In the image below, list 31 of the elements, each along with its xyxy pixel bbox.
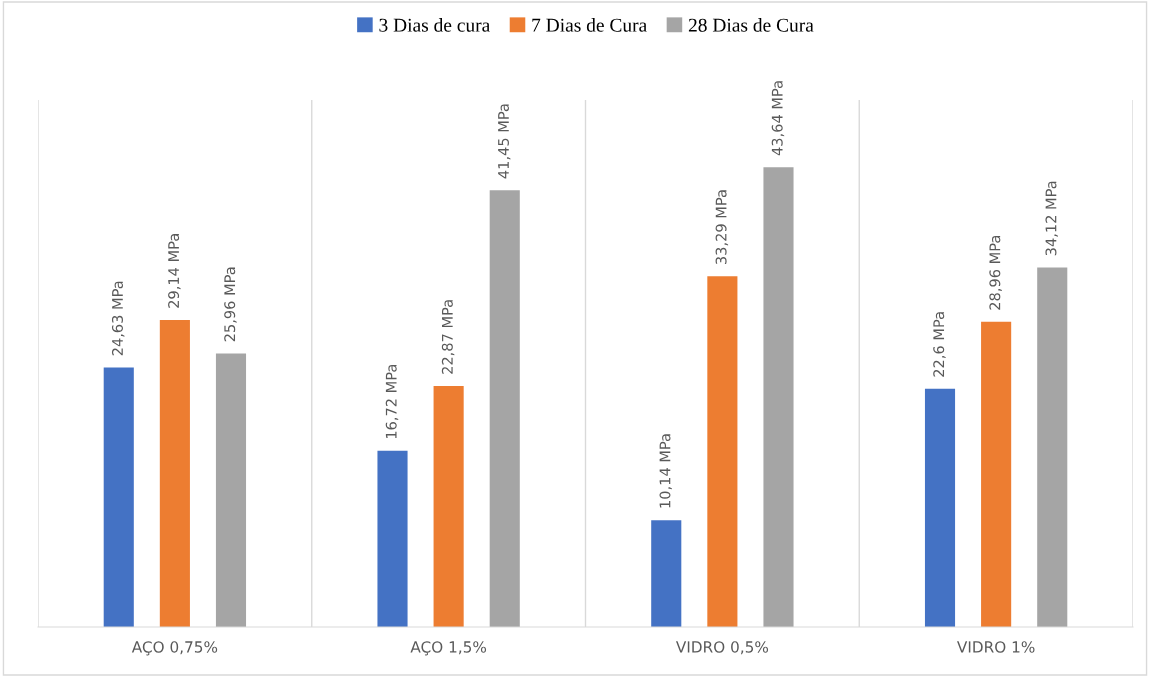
x-tick-label: VIDRO 0,5% [675, 641, 769, 655]
bar [707, 276, 738, 627]
data-label: 10,14 MPa [659, 434, 672, 508]
data-label: 16,72 MPa [385, 364, 399, 439]
bar [489, 190, 520, 627]
data-label: 33,29 MPa [715, 190, 729, 264]
bar [377, 450, 408, 627]
legend-label: 7 Dias de Cura [532, 18, 647, 32]
bar [1037, 267, 1068, 627]
data-label: 25,96 MPa [224, 267, 237, 342]
bar [763, 167, 794, 627]
data-label: 22,87 MPa [441, 300, 455, 374]
bar [924, 388, 956, 627]
legend-label: 3 Dias de cura [379, 18, 491, 32]
bar [981, 321, 1012, 627]
data-label: 22,6 MPa [933, 312, 946, 377]
bar [159, 319, 190, 627]
data-label: 28,96 MPa [989, 236, 1002, 310]
data-label: 41,45 MPa [498, 104, 511, 179]
bar [215, 353, 247, 627]
legend-label: 28 Dias de Cura [688, 18, 814, 32]
bar [103, 367, 134, 627]
data-label: 34,12 MPa [1045, 181, 1058, 256]
data-label: 29,14 MPa [168, 234, 181, 308]
bar [651, 520, 682, 627]
bar [433, 386, 464, 627]
x-tick-label: AÇO 0,75% [131, 641, 218, 656]
data-label: 43,64 MPa [771, 81, 785, 156]
x-tick-label: AÇO 1,5% [410, 641, 487, 656]
data-label: 24,63 MPa [111, 281, 125, 356]
x-tick-label: VIDRO 1% [957, 641, 1035, 653]
